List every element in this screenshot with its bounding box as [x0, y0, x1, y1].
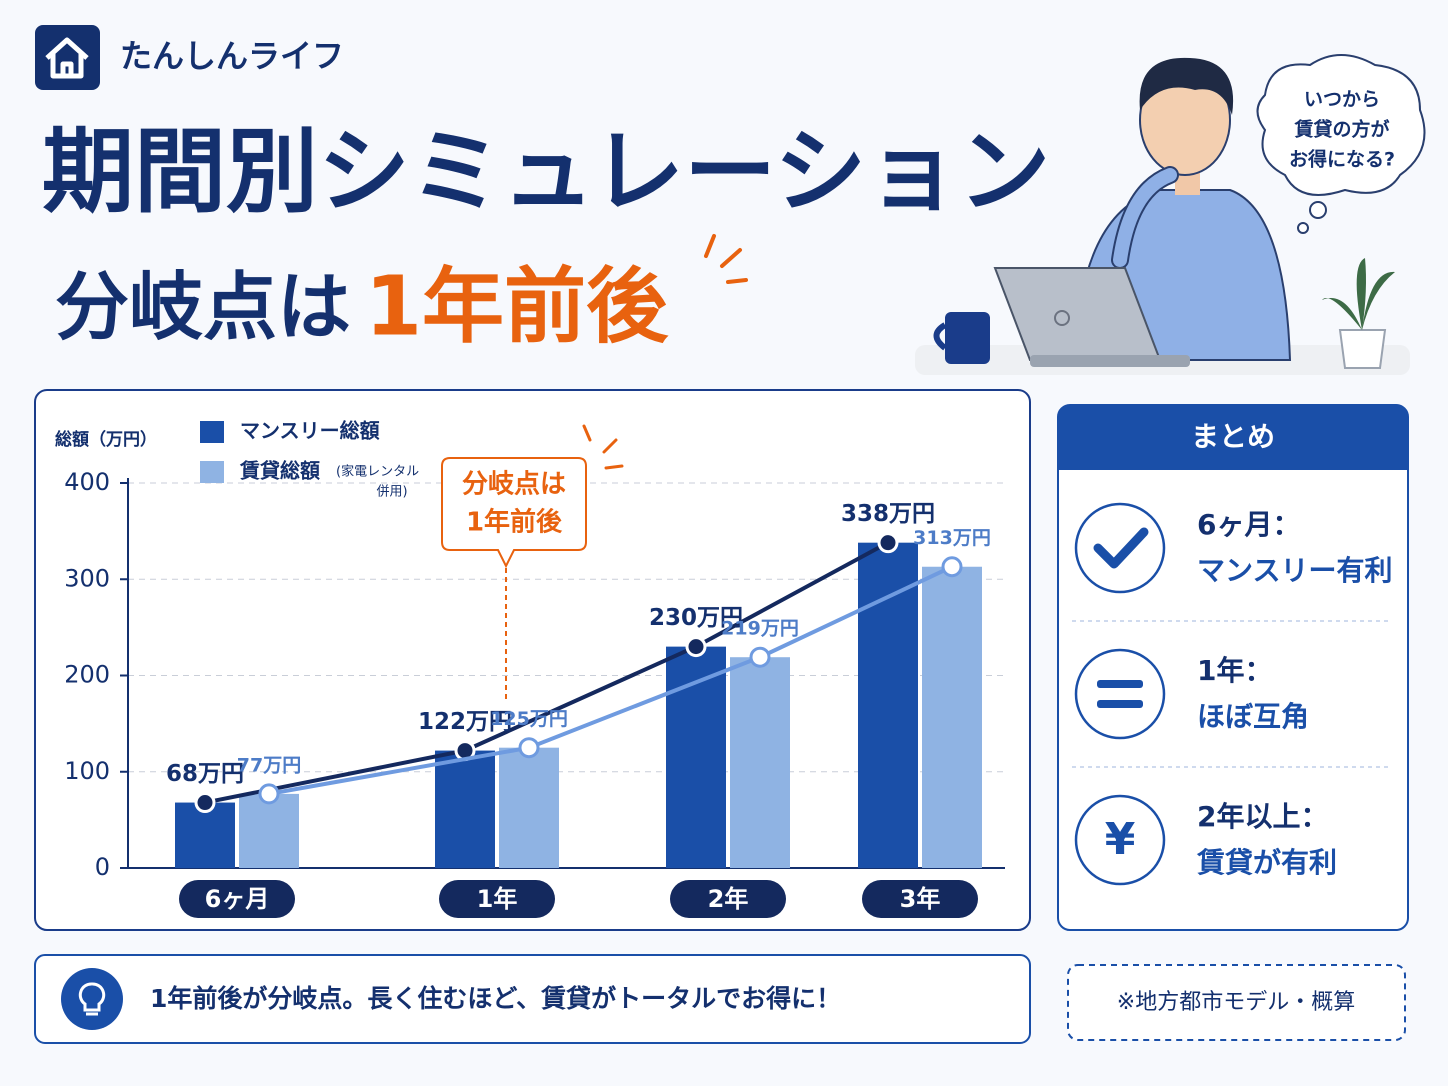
bar — [435, 750, 495, 868]
annotation-accent — [582, 424, 624, 470]
value-label: 313万円 — [913, 527, 991, 549]
legend-note: (家電レンタル — [336, 464, 419, 480]
note-box — [1067, 964, 1406, 1041]
point — [518, 737, 540, 759]
summary-header — [1058, 405, 1408, 470]
category-pill — [179, 880, 295, 918]
legend-swatch — [200, 461, 224, 483]
bulb-icon — [61, 968, 123, 1030]
line — [268, 564, 953, 796]
value-label: 122万円 — [418, 709, 512, 735]
y-tick-label: 0 — [95, 853, 110, 881]
y-axis-label: 総額（万円） — [55, 429, 157, 450]
category-pill — [439, 880, 555, 918]
banner — [34, 954, 1031, 1044]
annotation-text: 分岐点は — [462, 469, 566, 500]
thought-line: 賃貸の方が — [1293, 118, 1389, 141]
point — [685, 636, 707, 658]
value-label: 125万円 — [490, 708, 568, 730]
thought-line: お得になる? — [1289, 148, 1395, 171]
legend-note: 併用) — [376, 485, 407, 500]
summary-icon — [1074, 648, 1166, 740]
summary-result: マンスリー有利 — [1197, 554, 1392, 587]
value-label: 77万円 — [237, 754, 301, 776]
point — [258, 783, 280, 805]
summary-icon — [1074, 502, 1166, 594]
line — [204, 540, 889, 805]
bar — [175, 802, 235, 868]
point — [941, 556, 963, 578]
note: ※地方都市モデル・概算 — [1117, 990, 1355, 1015]
summary-period: 1年： — [1197, 654, 1272, 687]
summary-result: ほぼ互角 — [1197, 700, 1309, 733]
brand: たんしんライフ — [120, 37, 344, 75]
bar — [239, 793, 299, 868]
bar — [499, 747, 559, 868]
equal-icon — [1097, 700, 1143, 708]
banner-text: 1年前後が分岐点。長く住むほど、賃貸がトータルでお得に！ — [150, 984, 841, 1013]
bulb — [78, 982, 106, 1016]
bar — [666, 646, 726, 868]
point — [194, 792, 216, 814]
subtitle: 分岐点は — [55, 265, 351, 351]
annotation-box — [441, 457, 587, 569]
symbol-icon: ¥ — [1105, 814, 1136, 865]
subtitle-highlight: 1年前後 — [365, 259, 669, 354]
summary-icon — [1074, 794, 1166, 886]
x-tick-label: 3年 — [900, 885, 941, 913]
check-icon — [1093, 527, 1149, 569]
value-label: 219万円 — [721, 618, 799, 640]
accent — [704, 234, 748, 284]
annotation-text: 1年前後 — [466, 507, 563, 538]
thought-line: いつから — [1304, 89, 1380, 111]
legend-label: マンスリー総額 — [240, 419, 380, 443]
category-pill — [670, 880, 786, 918]
category-pill — [862, 880, 978, 918]
x-tick-label: 1年 — [477, 885, 518, 913]
summary-title: まとめ — [1191, 420, 1275, 453]
summary-result: 賃貸が有利 — [1196, 846, 1337, 879]
summary-period: 6ヶ月： — [1197, 508, 1300, 541]
value-label: 68万円 — [166, 761, 244, 787]
y-tick-label: 200 — [64, 661, 110, 689]
y-tick-label: 300 — [64, 564, 110, 592]
point — [877, 532, 899, 554]
legend-swatch — [200, 421, 224, 443]
point — [749, 646, 771, 668]
logo — [35, 25, 100, 90]
title: 期間別シミュレーション — [42, 118, 1050, 225]
value-label: 230万円 — [649, 605, 743, 631]
illustration — [915, 54, 1426, 375]
equal-icon — [1097, 680, 1143, 688]
bar — [922, 566, 982, 868]
summary-items: 6ヶ月： マンスリー有利 1年： ほぼ互角 ¥ 2年以上： 賃貸が有利 — [1072, 502, 1392, 886]
bar — [730, 657, 790, 868]
y-tick-label: 400 — [64, 468, 110, 496]
summary-period: 2年以上： — [1197, 800, 1328, 833]
logo-icon — [45, 37, 89, 79]
x-tick-label: 2年 — [708, 885, 749, 913]
value-label: 338万円 — [841, 501, 935, 527]
y-tick-label: 100 — [64, 757, 110, 785]
bar — [858, 542, 918, 868]
x-tick-label: 6ヶ月 — [205, 885, 270, 913]
legend-label: 賃貸総額 — [239, 459, 320, 483]
